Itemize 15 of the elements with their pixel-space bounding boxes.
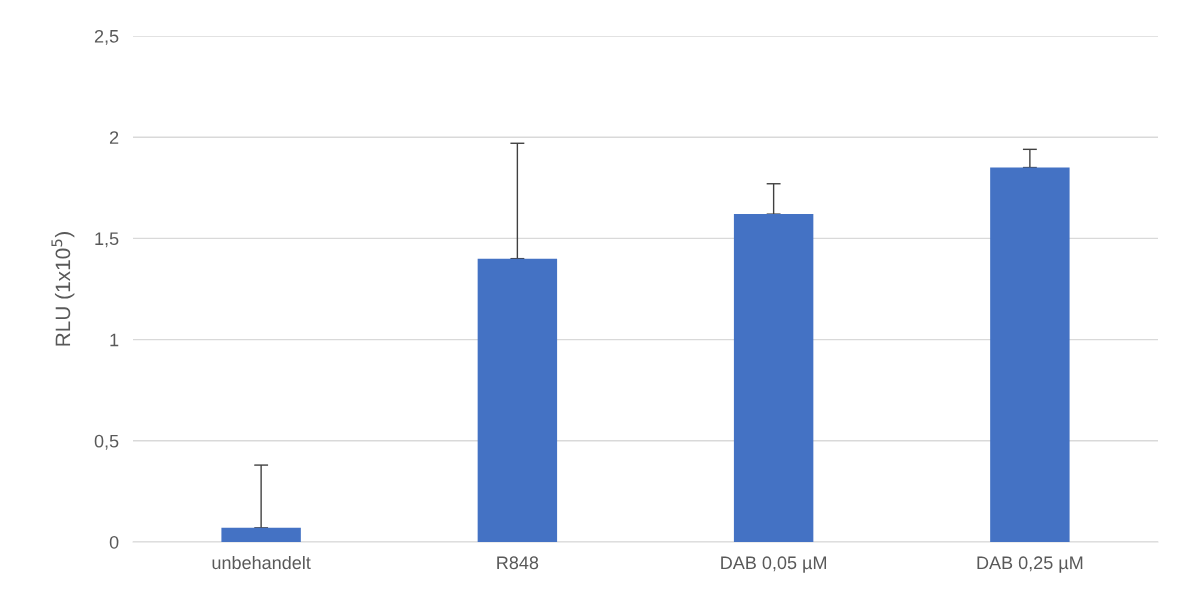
y-tick-label: 2 [109, 131, 119, 144]
y-tick-label: 0,5 [94, 434, 119, 450]
x-tick-label: unbehandelt [212, 555, 311, 570]
x-tick-label: DAB 0,05 µM [721, 556, 827, 573]
y-tick-label: 0 [109, 535, 119, 549]
y-tick-label: 2,5 [94, 29, 119, 45]
bar [733, 214, 814, 542]
y-tick-label: 1,5 [95, 232, 119, 248]
bar [477, 258, 558, 542]
y-tick-label: 1 [110, 333, 119, 347]
x-tick-label: DAB 0,25 µM [977, 556, 1083, 573]
bar [990, 167, 1070, 542]
x-tick-label: R848 [497, 556, 539, 570]
bar [221, 527, 301, 542]
y-axis-title: RLU (1x10$^{5}$) [51, 232, 75, 346]
